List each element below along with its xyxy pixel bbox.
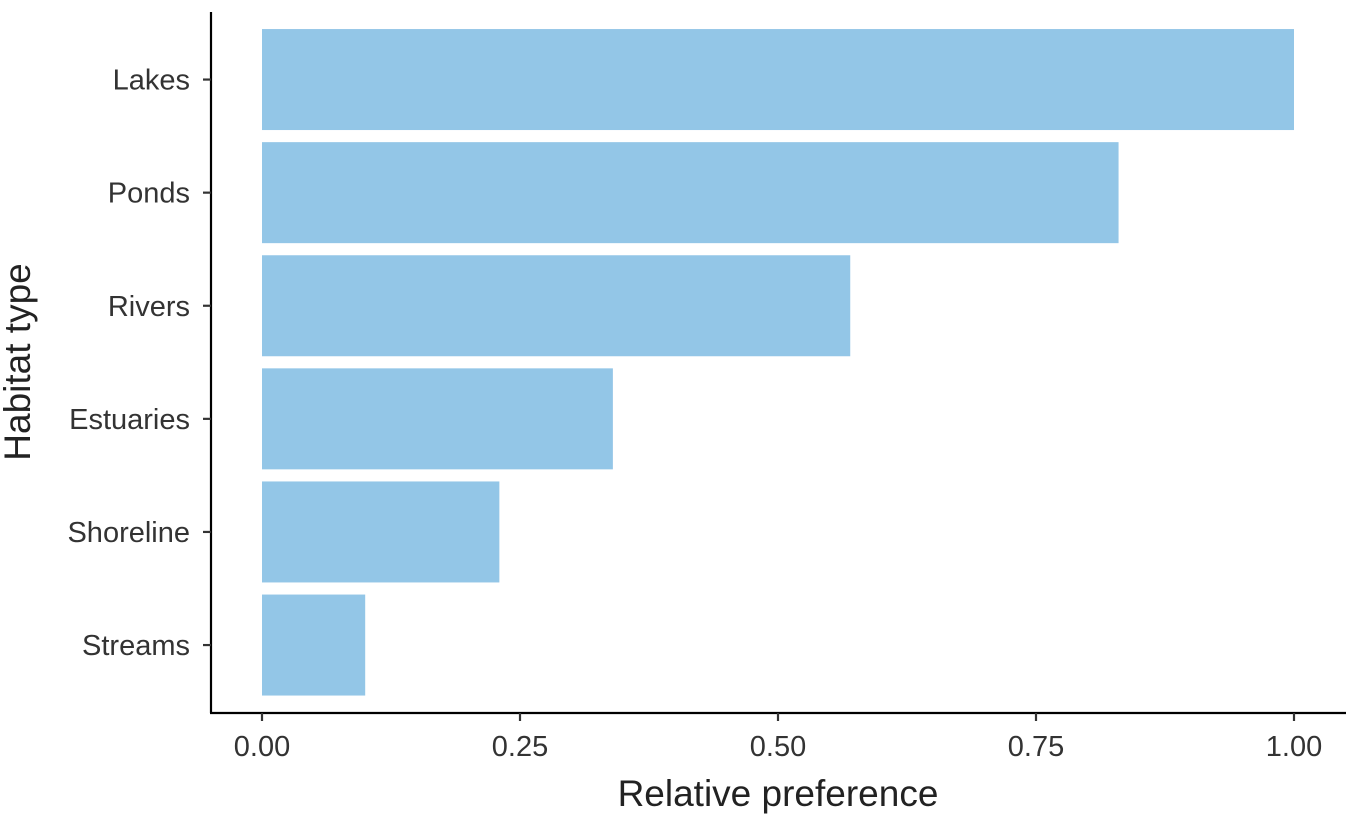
y-ticks: Lakes Ponds Rivers Estuaries Shoreline Stream… <box>67 65 211 662</box>
y-tick-label-rivers: Rivers <box>108 291 190 323</box>
x-tick-label: 0.50 <box>750 731 806 763</box>
y-axis-title: Habitat type <box>0 263 38 460</box>
y-tick-label-shoreline: Shoreline <box>67 517 190 549</box>
x-tick-label: 0.25 <box>492 731 548 763</box>
y-tick-label-lakes: Lakes <box>113 65 190 97</box>
y-axis: Lakes Ponds Rivers Estuaries Shoreline Stream… <box>67 12 213 713</box>
x-tick-label: 1.00 <box>1266 731 1322 763</box>
x-ticks: 0.00 0.25 0.50 0.75 1.00 <box>234 713 1322 763</box>
y-tick-label-streams: Streams <box>82 630 190 662</box>
bar-estuaries <box>262 368 613 470</box>
x-axis: 0.00 0.25 0.50 0.75 1.00 <box>210 711 1346 763</box>
x-tick-label: 0.00 <box>234 731 290 763</box>
y-tick-label-ponds: Ponds <box>108 178 190 210</box>
bar-streams <box>262 594 366 696</box>
bar-shoreline <box>262 481 500 583</box>
x-tick-label: 0.75 <box>1008 731 1064 763</box>
x-axis-title: Relative preference <box>618 773 939 814</box>
bar-rivers <box>262 255 851 357</box>
bars-layer <box>262 29 1294 696</box>
y-tick-label-estuaries: Estuaries <box>69 404 190 436</box>
bar-ponds <box>262 142 1119 244</box>
bar-lakes <box>262 29 1294 131</box>
